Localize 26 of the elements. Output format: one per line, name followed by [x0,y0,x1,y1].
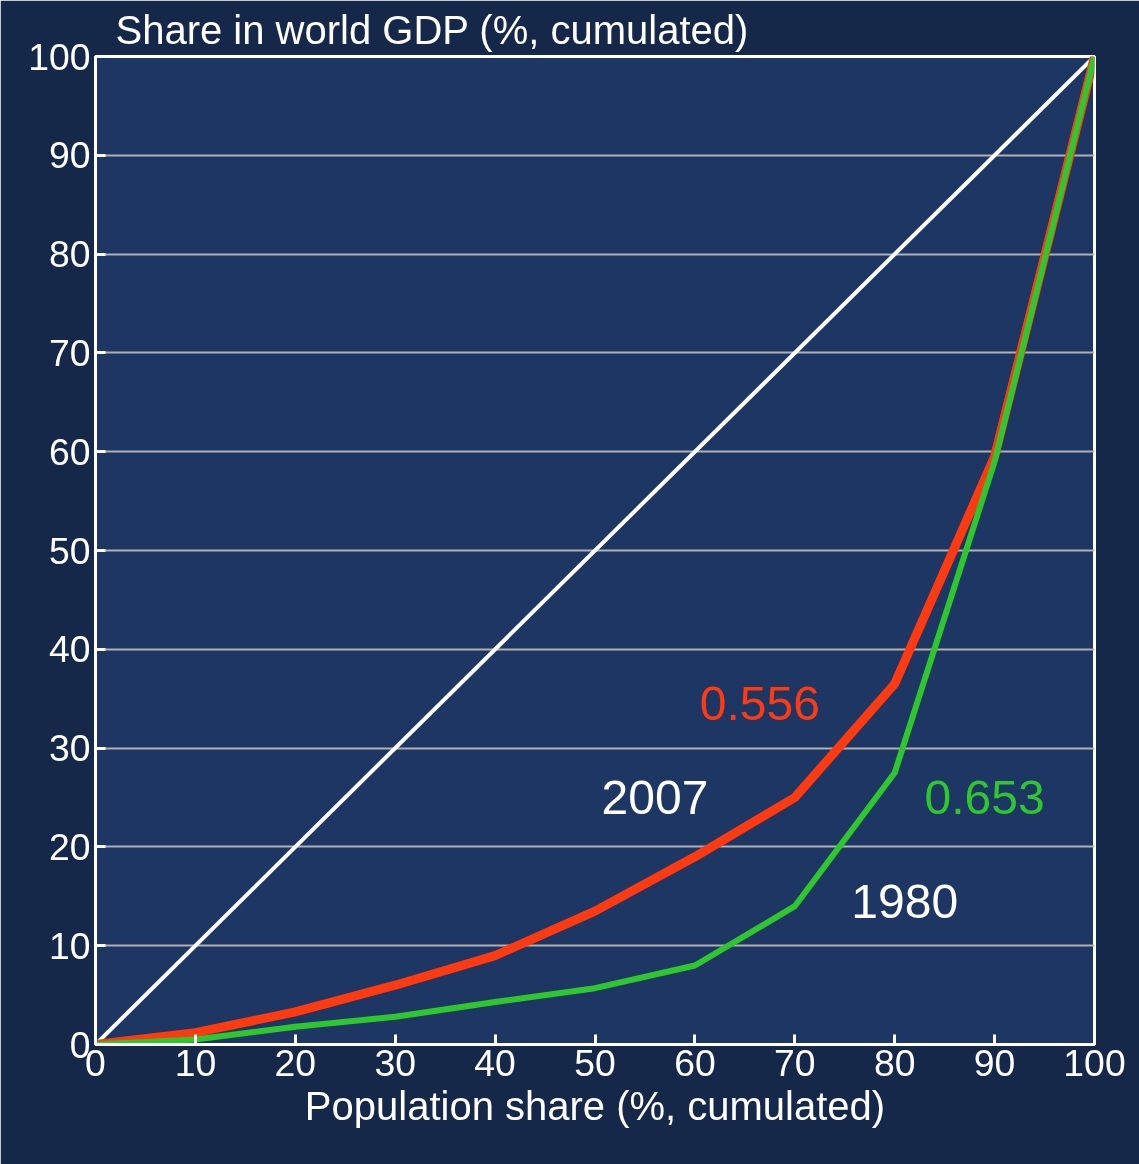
x-axis-title: Population share (%, cumulated) [304,1083,886,1128]
y-tick-label: 90 [48,134,91,177]
y-tick-label: 20 [48,825,91,868]
x-tick-label: 30 [374,1041,416,1084]
series-label: 2007 [601,771,709,824]
x-tick-label: 40 [474,1041,516,1084]
y-tick-label: 80 [48,233,91,276]
y-tick-label: 100 [28,35,91,78]
x-tick-label: 60 [674,1041,716,1084]
series-label: 1980 [851,874,959,928]
x-tick-label: 100 [1063,1041,1126,1084]
y-tick-label: 70 [48,331,91,374]
x-tick-label: 90 [973,1041,1016,1084]
chart-title: Share in world GDP (%, cumulated) [115,7,749,52]
y-tick-label: 40 [48,628,91,671]
x-tick-label: 10 [174,1041,217,1084]
y-tick-label: 60 [48,430,91,473]
x-tick-label: 80 [873,1041,916,1084]
x-tick-label: 50 [574,1041,616,1084]
annotation: 0.556 [699,677,820,731]
annotation: 0.653 [924,771,1045,824]
y-tick-label: 30 [48,727,91,770]
y-tick-label: 50 [48,529,91,572]
y-tick-label: 10 [48,924,91,967]
x-tick-label: 70 [774,1041,816,1084]
x-tick-label: 20 [274,1041,317,1084]
